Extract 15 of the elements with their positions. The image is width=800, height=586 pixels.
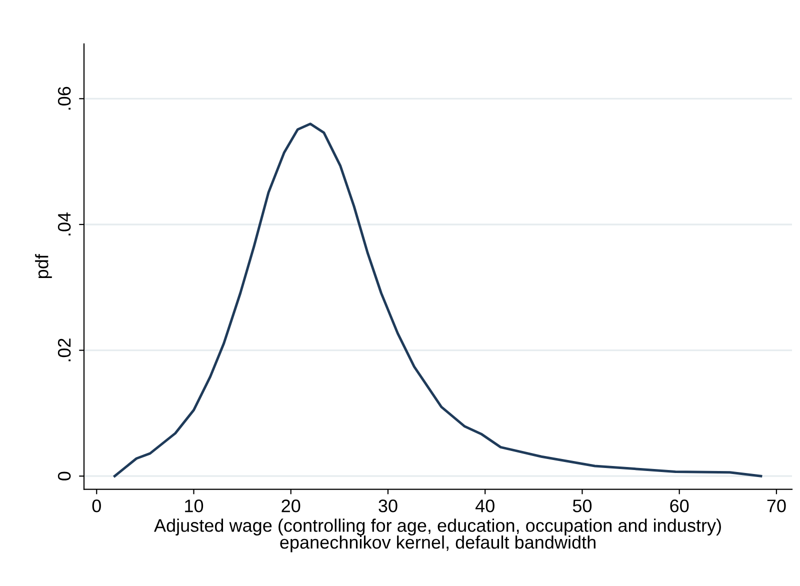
x-tick-label: 50 (572, 500, 592, 512)
y-tick-label: .04 (58, 212, 71, 236)
y-tick-label: .06 (58, 86, 71, 110)
x-tick-label: 10 (185, 500, 204, 512)
x-tick-label: 60 (670, 500, 689, 512)
x-axis-title: Adjusted wage (controlling for age, education, occupation and industry) epanechnikov kernel, default bandwidth (154, 518, 721, 552)
y-tick-label: .02 (58, 338, 71, 362)
x-tick-label: 20 (282, 500, 300, 512)
x-tick-label: 40 (475, 500, 494, 512)
x-tick-label: 0 (92, 500, 101, 512)
x-tick-label: 70 (767, 500, 786, 512)
y-tick-label: 0 (58, 472, 71, 480)
line-series (113, 122, 762, 478)
y-axis-title: pdf (35, 254, 52, 278)
x-tick-label: 30 (378, 500, 398, 512)
